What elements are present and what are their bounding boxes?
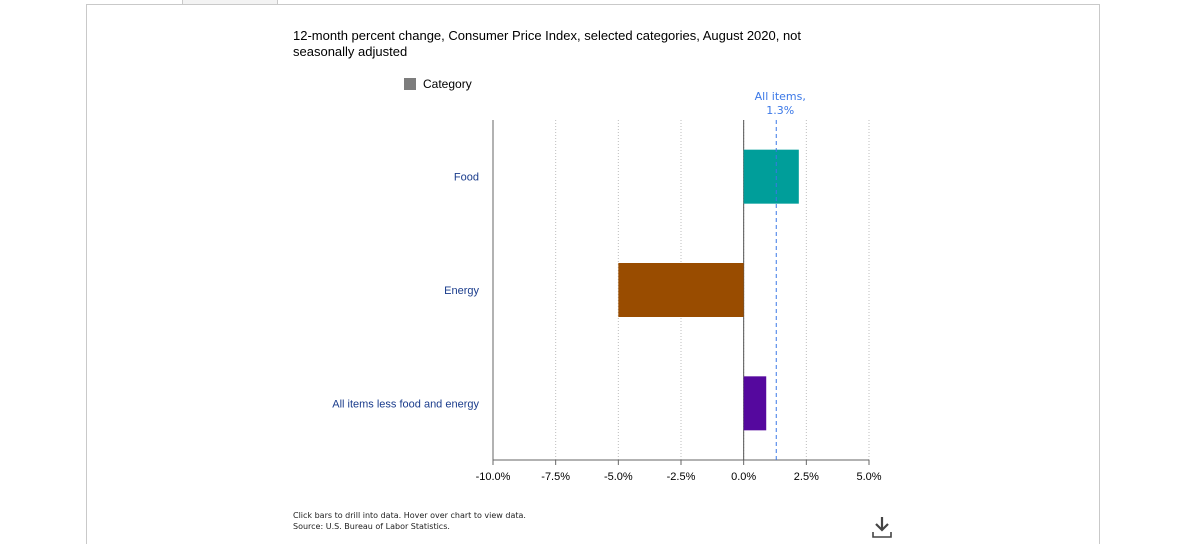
chart-title: 12-month percent change, Consumer Price … <box>293 28 802 59</box>
footer-instructions: Click bars to drill into data. Hover ove… <box>293 511 526 520</box>
category-label[interactable]: Food <box>454 172 479 184</box>
chart-footer: Click bars to drill into data. Hover ove… <box>293 510 526 532</box>
x-tick-label: -5.0% <box>604 471 633 483</box>
footer-source: Source: U.S. Bureau of Labor Statistics. <box>293 522 450 531</box>
x-tick-label: 2.5% <box>794 471 819 483</box>
reference-value-label: 1.3% <box>766 104 794 117</box>
chart-panel <box>86 4 1100 544</box>
tab-stub[interactable] <box>182 0 278 5</box>
download-icon <box>872 517 892 538</box>
legend[interactable]: Category <box>404 77 472 91</box>
bar[interactable] <box>743 376 767 431</box>
legend-label: Category <box>423 77 472 91</box>
bar[interactable] <box>618 263 744 317</box>
reference-label: All items, <box>755 90 806 103</box>
category-label[interactable]: All items less food and energy <box>332 398 479 410</box>
x-tick-label: -10.0% <box>476 471 511 483</box>
x-tick-label: 0.0% <box>731 471 756 483</box>
download-button[interactable] <box>871 515 893 539</box>
x-tick-label: -2.5% <box>667 471 696 483</box>
category-label[interactable]: Energy <box>444 285 479 297</box>
bar[interactable] <box>743 149 799 204</box>
legend-swatch <box>404 78 416 90</box>
x-tick-label: 5.0% <box>856 471 881 483</box>
x-tick-label: -7.5% <box>541 471 570 483</box>
